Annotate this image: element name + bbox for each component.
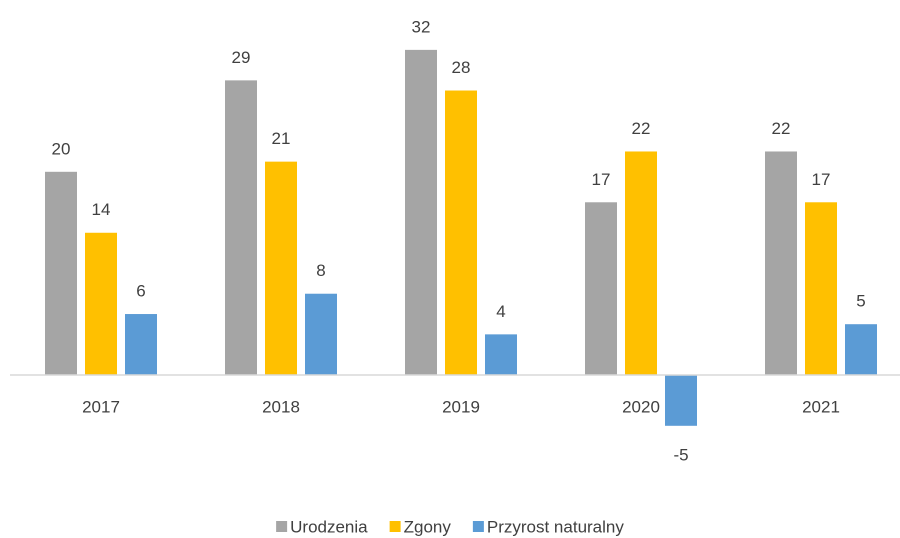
bar — [305, 293, 337, 375]
data-label: -5 — [673, 445, 688, 464]
bar — [445, 90, 477, 376]
bar — [265, 161, 297, 375]
bar — [405, 49, 437, 375]
legend-swatch — [472, 521, 484, 532]
x-tick-label: 2019 — [442, 397, 480, 416]
bar — [805, 202, 837, 375]
data-label: 5 — [856, 292, 865, 311]
bar — [85, 232, 117, 375]
data-label: 22 — [772, 119, 791, 138]
legend-swatch — [276, 521, 288, 532]
legend-label: Przyrost naturalny — [487, 517, 624, 536]
data-label: 22 — [632, 119, 651, 138]
legend-label: Urodzenia — [290, 517, 368, 536]
data-label: 17 — [812, 170, 831, 189]
data-label: 17 — [592, 170, 611, 189]
data-label: 14 — [92, 200, 111, 219]
data-label: 29 — [232, 48, 251, 67]
bar — [625, 151, 657, 375]
legend-label: Zgony — [404, 517, 452, 536]
bar — [585, 202, 617, 375]
data-label: 4 — [496, 302, 505, 321]
legend-swatch — [389, 521, 401, 532]
bar — [765, 151, 797, 375]
bar — [845, 324, 877, 375]
data-label: 20 — [52, 139, 71, 158]
x-tick-label: 2018 — [262, 397, 300, 416]
data-label: 6 — [136, 282, 145, 301]
x-tick-label: 2017 — [82, 397, 120, 416]
x-tick-label: 2021 — [802, 397, 840, 416]
data-label: 8 — [316, 261, 325, 280]
data-label: 28 — [452, 58, 471, 77]
x-tick-label: 2020 — [622, 397, 660, 416]
bar — [665, 375, 697, 426]
data-label: 32 — [412, 17, 431, 36]
bar — [125, 314, 157, 375]
bar — [45, 171, 77, 375]
bar — [485, 334, 517, 375]
data-label: 21 — [272, 129, 291, 148]
bar — [225, 80, 257, 376]
